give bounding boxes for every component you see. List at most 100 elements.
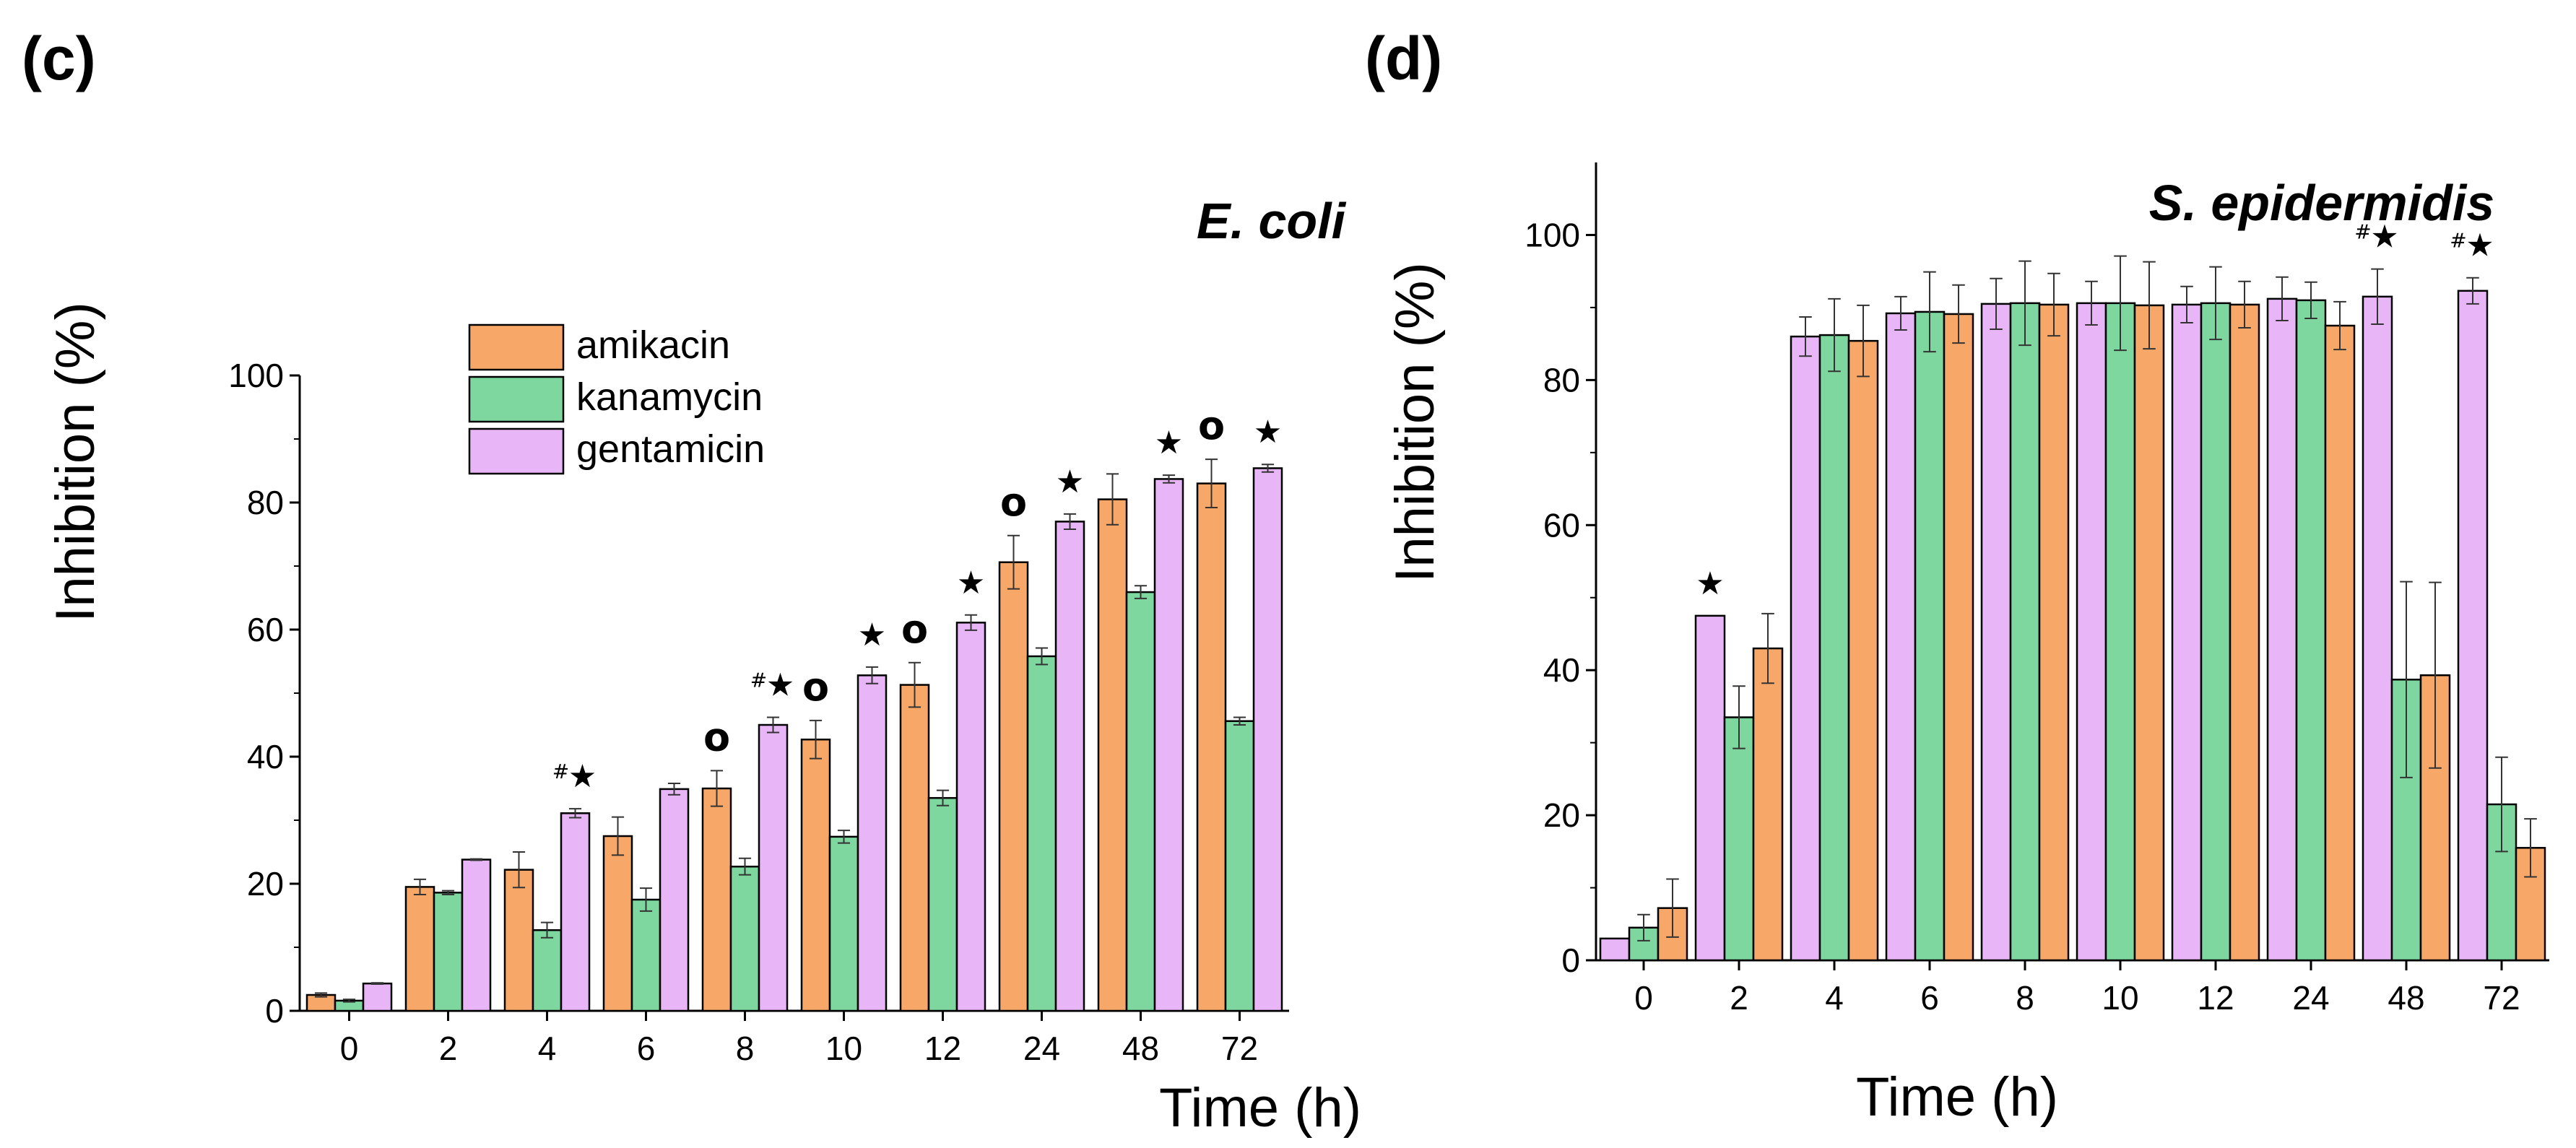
significance-hash: # <box>2354 220 2371 244</box>
bar-amikacin <box>602 835 633 1012</box>
x-tick-label: 48 <box>1122 1030 1159 1067</box>
significance-hash: # <box>2450 229 2466 253</box>
bar-kanamycin <box>2104 302 2136 962</box>
legend-label-amikacin: amikacin <box>576 323 730 367</box>
x-tick-label: 2 <box>1730 979 1748 1017</box>
bar-amikacin <box>2229 303 2260 962</box>
x-tick-label: 6 <box>1920 979 1939 1017</box>
bar-gentamicin <box>1153 478 1184 1012</box>
significance-hash: # <box>750 668 767 692</box>
y-tick-label: 60 <box>1543 506 1580 544</box>
bar-gentamicin <box>659 788 690 1012</box>
x-tick-label: 12 <box>2197 979 2234 1017</box>
bar-kanamycin <box>532 929 563 1012</box>
bar-kanamycin <box>828 835 859 1012</box>
bar-gentamicin <box>1252 467 1283 1012</box>
bar-gentamicin <box>1694 614 1726 962</box>
x-tick-label: 8 <box>2016 979 2034 1017</box>
bar-amikacin <box>1847 339 1879 962</box>
x-tick-label: 2 <box>439 1030 458 1067</box>
y-axis-label-c: Inhibition (%) <box>45 302 106 622</box>
bar-kanamycin <box>1125 591 1156 1012</box>
legend-swatch-gentamicin <box>468 427 565 475</box>
y-tick-label: 80 <box>247 484 284 521</box>
significance-star: ★ <box>1254 414 1282 451</box>
bar-kanamycin <box>1818 334 1850 962</box>
bar-gentamicin <box>2457 290 2489 962</box>
x-tick-label: 10 <box>2102 979 2138 1017</box>
bar-amikacin <box>1196 482 1227 1012</box>
bar-gentamicin <box>2362 295 2393 962</box>
bar-gentamicin <box>758 723 789 1012</box>
y-tick-label: 60 <box>247 611 284 648</box>
significance-star: ★ <box>1056 464 1084 500</box>
bar-amikacin <box>1943 313 1974 962</box>
bar-kanamycin <box>1914 310 1946 962</box>
bar-kanamycin <box>1723 716 1755 962</box>
bar-gentamicin <box>1980 303 2012 962</box>
y-tick-label: 80 <box>1543 361 1580 399</box>
x-tick-label: 8 <box>736 1030 755 1067</box>
x-axis-label-c: Time (h) <box>1159 1077 1361 1139</box>
x-axis-label-d: Time (h) <box>1856 1066 2058 1128</box>
bar-gentamicin <box>1599 937 1631 962</box>
x-tick-label: 48 <box>2388 979 2424 1017</box>
significance-star: ★ <box>858 617 886 653</box>
significance-star: ★ <box>2466 227 2494 264</box>
bar-kanamycin <box>2295 299 2327 962</box>
legend-label-kanamycin: kanamycin <box>576 375 763 419</box>
legend-swatch-amikacin <box>468 323 565 371</box>
bar-amikacin <box>1097 498 1128 1012</box>
y-axis-label-d: Inhibition (%) <box>1384 262 1446 583</box>
panel-label-c: (c) <box>22 25 96 92</box>
bar-gentamicin <box>2076 302 2107 962</box>
bar-gentamicin <box>461 858 492 1012</box>
bar-gentamicin <box>560 812 591 1012</box>
significance-star: ★ <box>1696 565 1724 602</box>
significance-star: ★ <box>1155 425 1183 461</box>
bar-amikacin <box>503 869 534 1012</box>
significance-circle: o <box>1000 479 1027 525</box>
bar-kanamycin <box>2009 302 2041 962</box>
x-tick-label: 10 <box>825 1030 862 1067</box>
y-tick-label: 0 <box>1561 942 1580 979</box>
bar-gentamicin <box>1790 335 1821 962</box>
x-tick-label: 24 <box>1023 1030 1060 1067</box>
y-tick-label: 20 <box>1543 796 1580 834</box>
chart-title-d: S. epidermidis <box>2149 175 2494 231</box>
bar-amikacin <box>404 886 435 1012</box>
bar-amikacin <box>2133 304 2165 962</box>
bar-kanamycin <box>1026 655 1057 1012</box>
x-tick-label: 24 <box>2292 979 2329 1017</box>
bar-gentamicin <box>1054 521 1085 1012</box>
significance-hash: # <box>552 760 569 783</box>
bar-gentamicin <box>2266 297 2298 962</box>
bar-kanamycin <box>729 865 760 1012</box>
legend-swatch-kanamycin <box>468 375 565 423</box>
y-tick-label: 20 <box>247 865 284 903</box>
bar-kanamycin <box>2200 302 2232 962</box>
bar-amikacin <box>800 738 831 1012</box>
y-tick-label: 100 <box>1525 216 1580 253</box>
significance-circle: o <box>703 714 730 760</box>
significance-star: ★ <box>2370 219 2398 256</box>
y-tick-label: 0 <box>265 992 284 1030</box>
x-tick-label: 12 <box>924 1030 961 1067</box>
significance-circle: o <box>802 664 829 710</box>
x-tick-label: 0 <box>1634 979 1653 1017</box>
significance-star: ★ <box>568 758 597 795</box>
bar-gentamicin <box>2171 303 2203 962</box>
bar-amikacin <box>1752 647 1784 962</box>
x-tick-label: 72 <box>2483 979 2520 1017</box>
significance-circle: o <box>1198 403 1225 448</box>
significance-star: ★ <box>766 666 794 703</box>
bar-gentamicin <box>857 674 888 1012</box>
x-tick-label: 4 <box>538 1030 557 1067</box>
significance-circle: o <box>901 606 928 652</box>
bar-kanamycin <box>433 892 464 1012</box>
x-tick-label: 4 <box>1825 979 1844 1017</box>
bar-amikacin <box>899 684 930 1012</box>
bar-kanamycin <box>1224 720 1255 1012</box>
